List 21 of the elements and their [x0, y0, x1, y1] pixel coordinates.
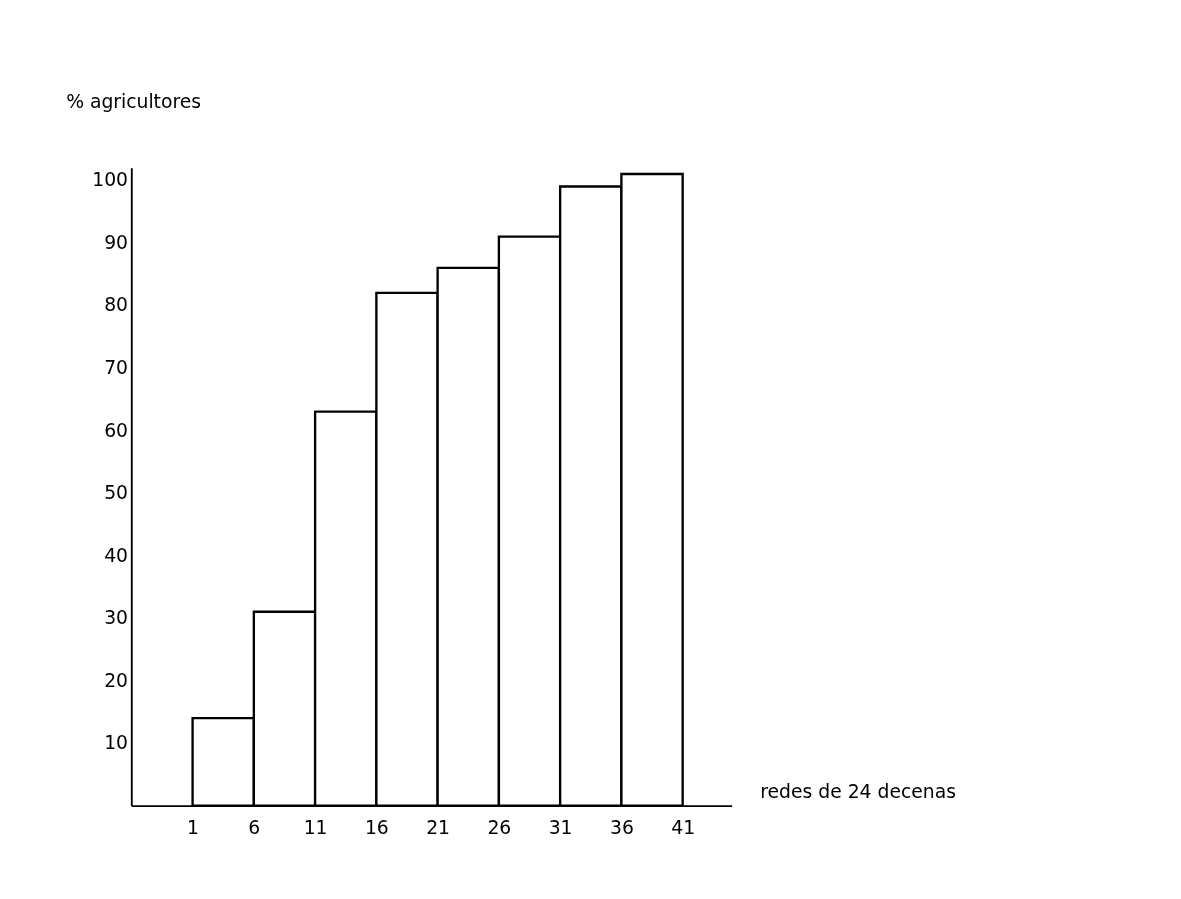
x-tick-label: 36	[609, 817, 634, 839]
x-tick-label: 21	[426, 817, 451, 839]
y-tick-label: 10	[104, 732, 129, 754]
x-tick-label: 26	[487, 817, 512, 839]
x-tick-label: 41	[671, 817, 696, 839]
y-tick-label: 60	[104, 419, 129, 441]
y-tick-label: 30	[104, 607, 129, 629]
y-axis-title: % agricultores	[66, 91, 202, 113]
y-tick-label: 50	[104, 482, 129, 504]
x-tick-label: 6	[248, 817, 261, 839]
x-tick-label: 11	[303, 817, 328, 839]
y-tick-label: 40	[104, 544, 129, 566]
x-tick-label: 1	[187, 817, 200, 839]
y-tick-label: 90	[104, 231, 129, 253]
x-axis-title: redes de 24 decenas	[760, 780, 956, 802]
y-tick-label: 70	[104, 356, 129, 378]
y-tick-label: 20	[104, 669, 129, 691]
y-tick-label: 80	[104, 294, 129, 316]
x-tick-label: 31	[548, 817, 573, 839]
x-tick-label: 16	[364, 817, 389, 839]
y-tick-label: 100	[92, 169, 129, 191]
